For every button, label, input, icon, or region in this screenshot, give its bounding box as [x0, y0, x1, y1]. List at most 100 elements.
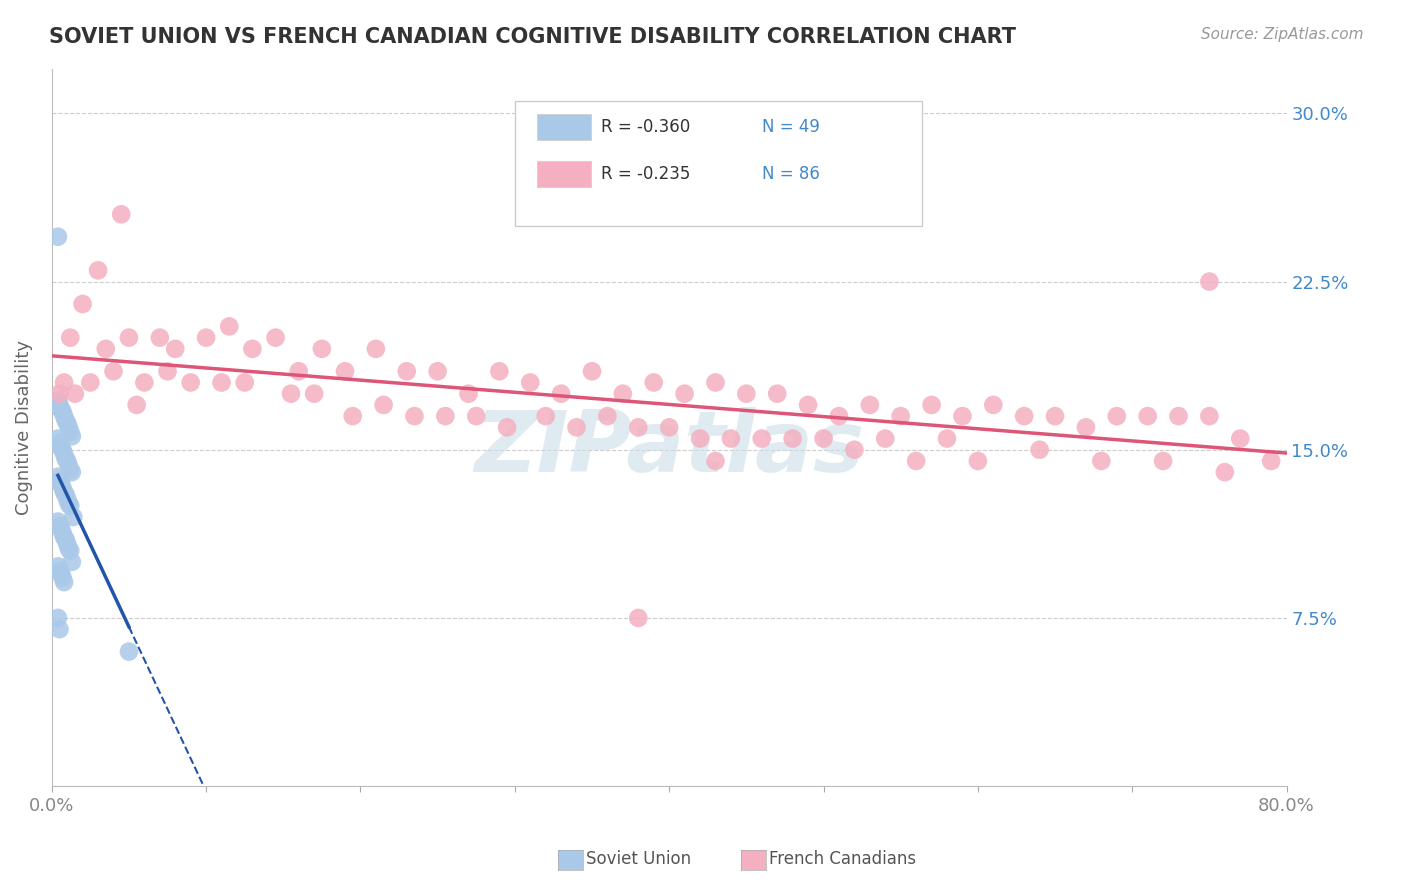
Point — [56, 416, 79, 430]
Point — [333, 364, 356, 378]
Point — [242, 342, 264, 356]
Point — [56, 537, 79, 551]
Point — [627, 611, 650, 625]
Point — [952, 409, 974, 424]
Point — [735, 386, 758, 401]
Point — [48, 519, 70, 533]
Point — [59, 425, 82, 439]
Point — [53, 575, 76, 590]
Point — [58, 420, 80, 434]
Point — [118, 644, 141, 658]
Point — [53, 447, 76, 461]
Point — [49, 476, 72, 491]
Point — [797, 398, 820, 412]
Point — [905, 454, 928, 468]
Point — [704, 376, 727, 390]
Point — [627, 420, 650, 434]
Point — [79, 376, 101, 390]
Point — [596, 409, 619, 424]
Point — [465, 409, 488, 424]
Point — [434, 409, 457, 424]
Text: Soviet Union: Soviet Union — [586, 850, 692, 868]
Point — [1012, 409, 1035, 424]
Point — [49, 402, 72, 417]
Point — [60, 465, 83, 479]
Text: N = 86: N = 86 — [762, 165, 820, 183]
Point — [51, 481, 73, 495]
Point — [110, 207, 132, 221]
Point — [921, 398, 943, 412]
Point — [720, 432, 742, 446]
Point — [426, 364, 449, 378]
Point — [46, 229, 69, 244]
Point — [46, 432, 69, 446]
Point — [62, 510, 84, 524]
Point — [373, 398, 395, 412]
Point — [1028, 442, 1050, 457]
Point — [519, 376, 541, 390]
Text: Source: ZipAtlas.com: Source: ZipAtlas.com — [1201, 27, 1364, 42]
Text: French Canadians: French Canadians — [769, 850, 917, 868]
Point — [49, 441, 72, 455]
Point — [280, 386, 302, 401]
Point — [1167, 409, 1189, 424]
Point — [156, 364, 179, 378]
Point — [59, 463, 82, 477]
Point — [302, 386, 325, 401]
Point — [53, 409, 76, 424]
Point — [46, 611, 69, 625]
Point — [51, 571, 73, 585]
Point — [58, 497, 80, 511]
Text: R = -0.235: R = -0.235 — [602, 165, 690, 183]
Point — [48, 564, 70, 578]
Point — [342, 409, 364, 424]
Point — [981, 398, 1004, 412]
Point — [311, 342, 333, 356]
Point — [103, 364, 125, 378]
Point — [195, 331, 218, 345]
Point — [890, 409, 912, 424]
Point — [48, 436, 70, 450]
Point — [550, 386, 572, 401]
Point — [218, 319, 240, 334]
Point — [1043, 409, 1066, 424]
Point — [58, 458, 80, 473]
Point — [118, 331, 141, 345]
Point — [844, 442, 866, 457]
Point — [1229, 432, 1251, 446]
Point — [264, 331, 287, 345]
Point — [395, 364, 418, 378]
Y-axis label: Cognitive Disability: Cognitive Disability — [15, 340, 32, 515]
Point — [1213, 465, 1236, 479]
Point — [53, 376, 76, 390]
Point — [496, 420, 519, 434]
Point — [673, 386, 696, 401]
Point — [534, 409, 557, 424]
Point — [53, 530, 76, 544]
FancyBboxPatch shape — [537, 114, 592, 140]
FancyBboxPatch shape — [537, 161, 592, 187]
Point — [56, 454, 79, 468]
Point — [404, 409, 426, 424]
Point — [704, 454, 727, 468]
Point — [1260, 454, 1282, 468]
Point — [72, 297, 94, 311]
Point — [46, 393, 69, 408]
Point — [643, 376, 665, 390]
Point — [1090, 454, 1112, 468]
Point — [125, 398, 148, 412]
Point — [60, 555, 83, 569]
Point — [55, 533, 77, 547]
Point — [60, 429, 83, 443]
Point — [828, 409, 851, 424]
Point — [233, 376, 256, 390]
Point — [1198, 409, 1220, 424]
Point — [1198, 275, 1220, 289]
Point — [51, 442, 73, 457]
Text: N = 49: N = 49 — [762, 119, 820, 136]
Point — [46, 515, 69, 529]
Point — [658, 420, 681, 434]
Point — [165, 342, 187, 356]
Point — [48, 386, 70, 401]
Point — [46, 559, 69, 574]
